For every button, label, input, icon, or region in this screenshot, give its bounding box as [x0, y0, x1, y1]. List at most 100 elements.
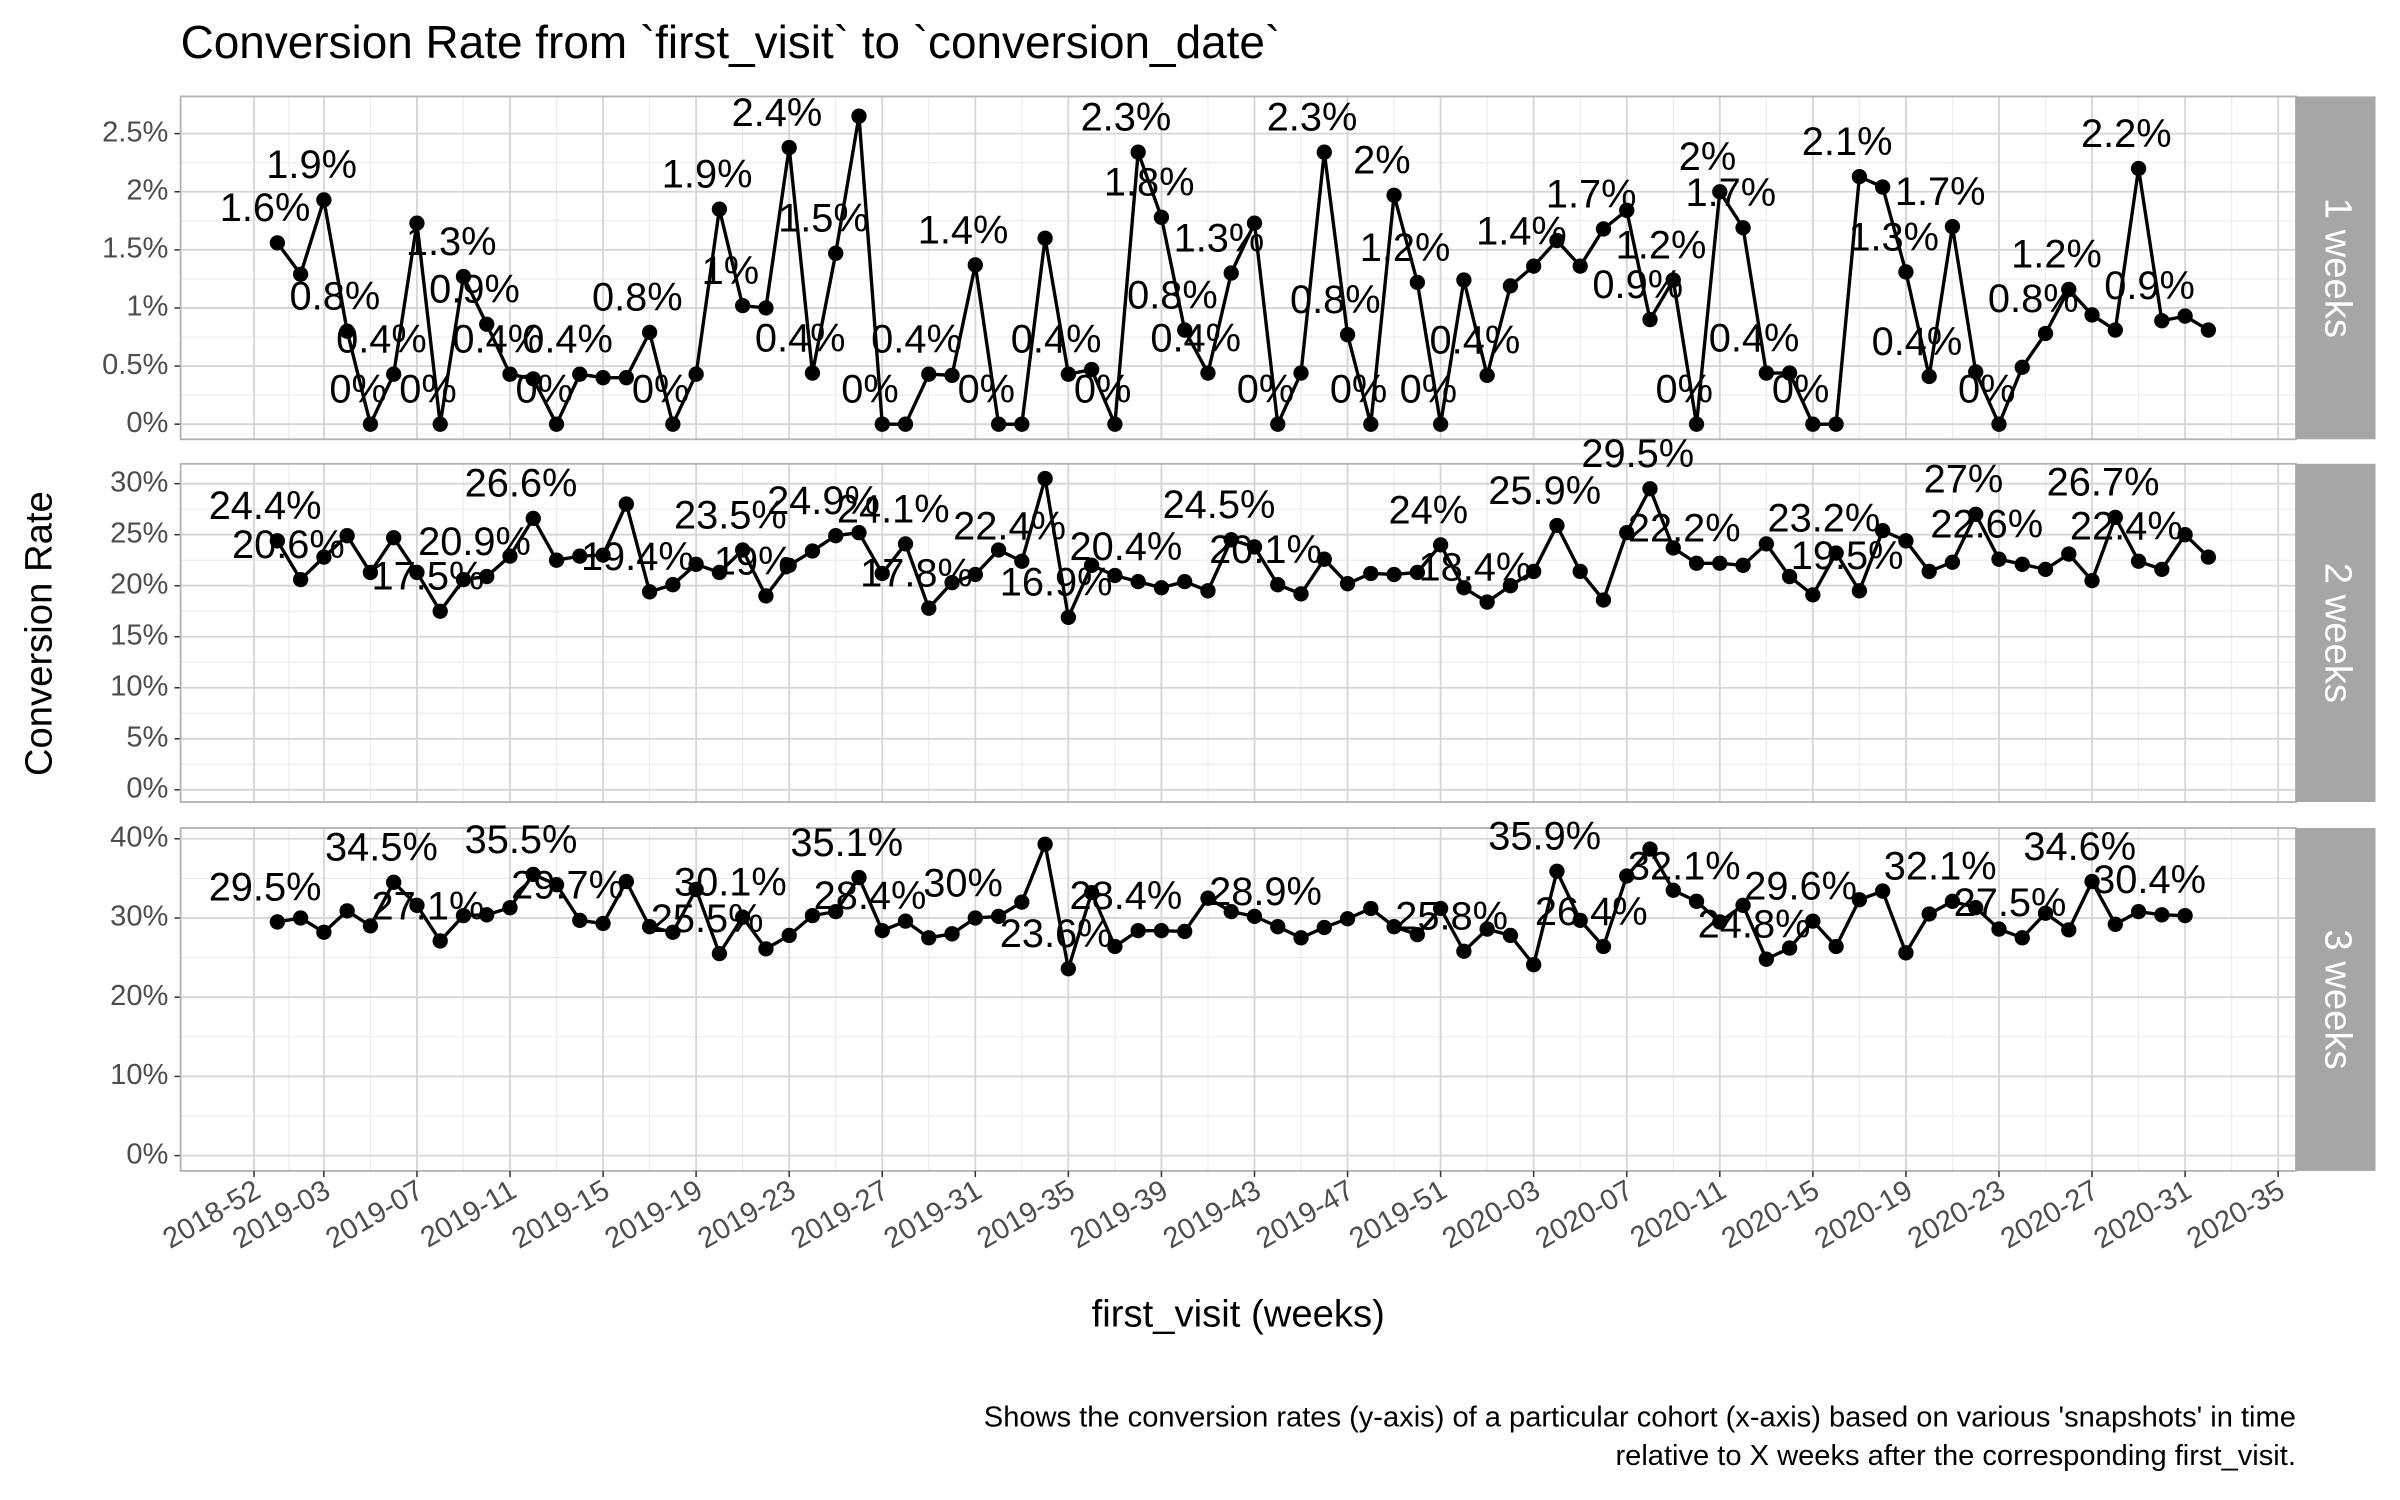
y-tick-label: 0% [126, 407, 168, 439]
data-label: 2% [1353, 139, 1411, 183]
data-label: 1.7% [1546, 172, 1637, 216]
data-point [1851, 168, 1868, 185]
data-point [572, 548, 588, 564]
data-label: 24.1% [837, 487, 950, 531]
data-point [1060, 366, 1077, 382]
data-label: 25.5% [651, 897, 764, 941]
data-point [1246, 539, 1263, 555]
data-point [874, 922, 890, 939]
data-point [1363, 900, 1379, 917]
data-point [1921, 906, 1937, 922]
data-point [1688, 555, 1705, 571]
data-label: 17.5% [372, 555, 485, 599]
data-label: 1.8% [1104, 161, 1195, 205]
data-label: 17.8% [860, 552, 973, 596]
data-point [1712, 555, 1728, 571]
data-point [1944, 218, 1961, 235]
data-point [897, 416, 914, 432]
data-label: 16.9% [1000, 561, 1113, 605]
data-point [967, 910, 983, 926]
data-point [1595, 938, 1612, 955]
data-point [1456, 272, 1472, 288]
data-point [1921, 563, 1937, 580]
data-point [2084, 572, 2100, 589]
data-label: 1.7% [1895, 170, 1986, 214]
data-point [1688, 893, 1705, 909]
data-point [1572, 258, 1588, 274]
data-point [921, 600, 937, 616]
data-point [572, 912, 588, 929]
data-label: 25.8% [1395, 895, 1508, 939]
data-point [2107, 322, 2123, 338]
data-point [1200, 365, 1216, 381]
data-label: 1.5% [778, 197, 869, 241]
data-point [1968, 506, 1984, 522]
data-point [1619, 868, 1635, 884]
data-point [479, 568, 495, 585]
data-point [479, 907, 495, 923]
data-point [1293, 586, 1309, 602]
data-point [1386, 919, 1402, 935]
data-point [1991, 416, 2007, 432]
data-label: 30.1% [674, 861, 787, 905]
data-label: 1% [702, 249, 760, 293]
data-point [1991, 921, 2007, 937]
data-point [1409, 564, 1425, 581]
data-label: 2.4% [732, 91, 823, 135]
data-point [455, 907, 472, 924]
data-point [1572, 563, 1588, 580]
data-point [1549, 863, 1565, 879]
y-tick-label: 10% [110, 670, 168, 702]
data-point [1316, 144, 1332, 160]
data-point [1339, 576, 1356, 592]
y-tick-label: 0.5% [102, 349, 168, 381]
data-point [1665, 272, 1681, 288]
data-point [1223, 903, 1239, 920]
data-point [758, 588, 774, 604]
data-point [688, 881, 704, 898]
data-point [1898, 533, 1914, 549]
data-point [2154, 561, 2170, 578]
data-label: 28.9% [1209, 870, 1322, 914]
data-point [362, 416, 379, 432]
data-point [269, 235, 285, 251]
data-point [828, 528, 844, 544]
data-label: 0.9% [1592, 263, 1683, 307]
data-label: 1.4% [1476, 209, 1567, 253]
y-axis-label: Conversion Rate [17, 491, 60, 776]
data-label: 1.3% [1848, 215, 1939, 259]
data-point [1526, 258, 1542, 274]
data-point [548, 877, 565, 893]
data-point [2177, 907, 2193, 924]
data-point [525, 371, 541, 387]
data-label: 0.8% [592, 276, 683, 320]
data-label: 25.9% [1488, 469, 1601, 513]
data-label: 1.7% [1685, 171, 1776, 215]
data-label: 0% [1656, 368, 1714, 412]
data-point [1246, 908, 1263, 925]
data-point [1735, 220, 1751, 236]
data-point [828, 903, 844, 920]
data-label: 34.6% [2023, 825, 2136, 869]
data-point [1781, 568, 1798, 585]
data-point [897, 536, 914, 552]
data-point [292, 910, 309, 926]
data-point [1828, 416, 1844, 432]
data-point [1479, 594, 1495, 610]
data-point [1014, 894, 1030, 910]
data-point [1619, 525, 1635, 541]
data-label: 0.8% [1988, 277, 2079, 321]
data-point [1200, 583, 1216, 599]
data-point [409, 897, 425, 913]
data-point [967, 257, 983, 273]
data-point [1642, 841, 1658, 857]
data-point [339, 323, 355, 339]
data-point [316, 549, 332, 565]
data-point [897, 913, 914, 929]
data-label: 0% [1958, 368, 2016, 412]
data-point [921, 366, 937, 382]
data-point [316, 192, 332, 208]
data-point [1805, 913, 1821, 929]
